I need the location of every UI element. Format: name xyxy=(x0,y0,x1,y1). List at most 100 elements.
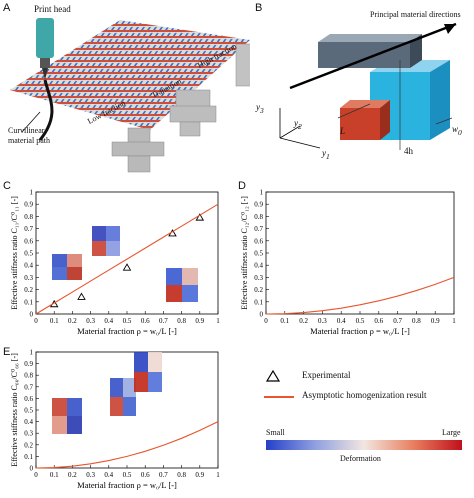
y-tick-label: 0.7 xyxy=(24,225,33,233)
experimental-point xyxy=(122,263,132,271)
label-print-head: Print head xyxy=(34,4,71,14)
y-tick-label: 0.5 xyxy=(24,407,33,415)
x-tick-label: 0 xyxy=(34,471,38,479)
printed-lattice-sheet xyxy=(10,20,250,130)
y-tick-label: 0.4 xyxy=(254,262,263,270)
deformed-cell-c1 xyxy=(52,254,82,280)
y-tick-label: 1 xyxy=(30,349,34,357)
x-tick-label: 1 xyxy=(216,471,220,479)
x-tick-label: 0.1 xyxy=(50,471,59,479)
x-tick-label: 0.3 xyxy=(86,471,95,479)
label-L: L xyxy=(340,126,346,136)
x-tick-label: 0.6 xyxy=(141,471,150,479)
y-tick-label: 0 xyxy=(30,465,34,473)
y-tick-label: 0 xyxy=(260,311,264,319)
unit-cell-low-fraction xyxy=(111,127,165,173)
y-tick-label: 0.2 xyxy=(254,286,263,294)
asymptotic-line xyxy=(265,276,455,315)
label-y2: y2 xyxy=(294,118,302,131)
x-tick-label: 0.5 xyxy=(123,317,132,325)
x-tick-label: 0.2 xyxy=(299,317,308,325)
deformed-cell-e3 xyxy=(134,352,162,392)
panel-e-letter: E xyxy=(3,346,11,358)
x-tick-label: 0.3 xyxy=(86,317,95,325)
x-tick-label: 1 xyxy=(452,317,456,325)
coordinate-axes xyxy=(279,108,321,149)
plot-frame xyxy=(265,191,455,315)
label-principal-directions: Principal material directions xyxy=(370,10,461,19)
x-tick-label: 0 xyxy=(264,317,268,325)
x-tick-label: 0.4 xyxy=(337,317,346,325)
y-tick-label: 0.9 xyxy=(24,360,33,368)
legend: Experimental Asymptotic homogenization r… xyxy=(260,366,470,496)
deformed-cell-e2 xyxy=(110,378,136,416)
y-tick-label: 0.9 xyxy=(24,201,33,209)
legend-deformation: Deformation xyxy=(340,454,381,463)
experimental-marker-icon xyxy=(266,370,280,382)
y-tick-label: 0.6 xyxy=(254,237,263,245)
x-tick-label: 0.8 xyxy=(177,471,186,479)
y-tick-label: 0.4 xyxy=(24,418,33,426)
label-y1: y1 xyxy=(322,148,330,161)
panel-b-letter: B xyxy=(255,2,263,14)
x-tick-label: 0.1 xyxy=(280,317,289,325)
asymptotic-line xyxy=(35,421,219,469)
y-tick-label: 0.1 xyxy=(24,298,33,306)
x-axis-label: Material fraction ρ = w₀/L [-] xyxy=(77,480,177,490)
x-tick-label: 0.5 xyxy=(123,471,132,479)
panel-c-letter: C xyxy=(3,180,11,192)
label-w0: w0 xyxy=(452,124,462,137)
x-tick-label: 0.9 xyxy=(431,317,440,325)
deformed-cell-c2 xyxy=(92,226,120,256)
unit-cell-high-fraction xyxy=(235,43,250,87)
x-tick-label: 0.4 xyxy=(104,471,113,479)
y-axis-label: Effective stiffness ratio C₆₆/C⁰₆₆ [-] xyxy=(10,353,19,467)
label-material-path: material path xyxy=(8,136,50,145)
panel-a-letter: A xyxy=(3,2,11,14)
y-tick-label: 0.2 xyxy=(24,441,33,449)
principal-direction-arrow xyxy=(289,22,457,90)
y-tick-label: 0.1 xyxy=(24,453,33,461)
chart-d: 0 0.1 0.2 0.3 0.4 0.5 0.6 0.7 0.8 0.9 1 0 0.1 0.2 0.3 0… xyxy=(240,189,456,337)
y-tick-label: 0.7 xyxy=(24,383,33,391)
y-tick-label: 0.7 xyxy=(254,225,263,233)
y-tick-label: 0.1 xyxy=(254,298,263,306)
deformation-colorbar xyxy=(266,440,462,450)
print-head-icon xyxy=(36,18,54,141)
x-tick-label: 0.2 xyxy=(68,317,77,325)
x-tick-label: 0.8 xyxy=(412,317,421,325)
y-tick-label: 0.8 xyxy=(24,372,33,380)
red-block xyxy=(340,108,380,140)
deformed-cell-c3 xyxy=(166,268,198,302)
experimental-point xyxy=(195,213,205,221)
x-tick-label: 0.7 xyxy=(159,317,168,325)
label-4h: 4h xyxy=(404,146,413,156)
legend-line-swatch xyxy=(264,396,294,398)
y-axis-label: Effective stiffness ratio C₁₁/C⁰₁₁ [-] xyxy=(10,196,19,310)
x-tick-label: 0.8 xyxy=(177,317,186,325)
x-tick-label: 0.6 xyxy=(374,317,383,325)
y-tick-label: 0.3 xyxy=(254,274,263,282)
x-tick-label: 0.6 xyxy=(141,317,150,325)
x-tick-label: 0.9 xyxy=(195,317,204,325)
y-tick-label: 0.6 xyxy=(24,395,33,403)
legend-large: Large xyxy=(442,428,461,437)
y-tick-label: 0.6 xyxy=(24,237,33,245)
y-tick-label: 0.5 xyxy=(24,250,33,258)
x-axis-label: Material fraction ρ = w₀/L [-] xyxy=(310,326,410,336)
legend-small: Small xyxy=(266,428,285,437)
panel-b-illustration xyxy=(279,22,457,150)
panel-d-letter: D xyxy=(238,180,246,192)
y-tick-label: 0.3 xyxy=(24,274,33,282)
x-tick-label: 0.5 xyxy=(356,317,365,325)
chart-e: 0 0.1 0.2 0.3 0.4 0.5 0.6 0.7 0.8 0.9 1 0 0.1 0.2 0.3 0… xyxy=(10,349,220,491)
x-tick-label: 0.3 xyxy=(318,317,327,325)
unit-cell-transition xyxy=(169,89,217,137)
y-tick-label: 1 xyxy=(260,189,264,197)
legend-asymptotic: Asymptotic homogenization result xyxy=(302,390,427,400)
y-axis-label: Effective stiffness ratio C₁₂/C⁰₁₂ [-] xyxy=(240,196,249,310)
y-tick-label: 0.8 xyxy=(24,213,33,221)
x-tick-label: 0.2 xyxy=(68,471,77,479)
x-tick-label: 0 xyxy=(34,317,38,325)
y-tick-label: 0.2 xyxy=(24,286,33,294)
